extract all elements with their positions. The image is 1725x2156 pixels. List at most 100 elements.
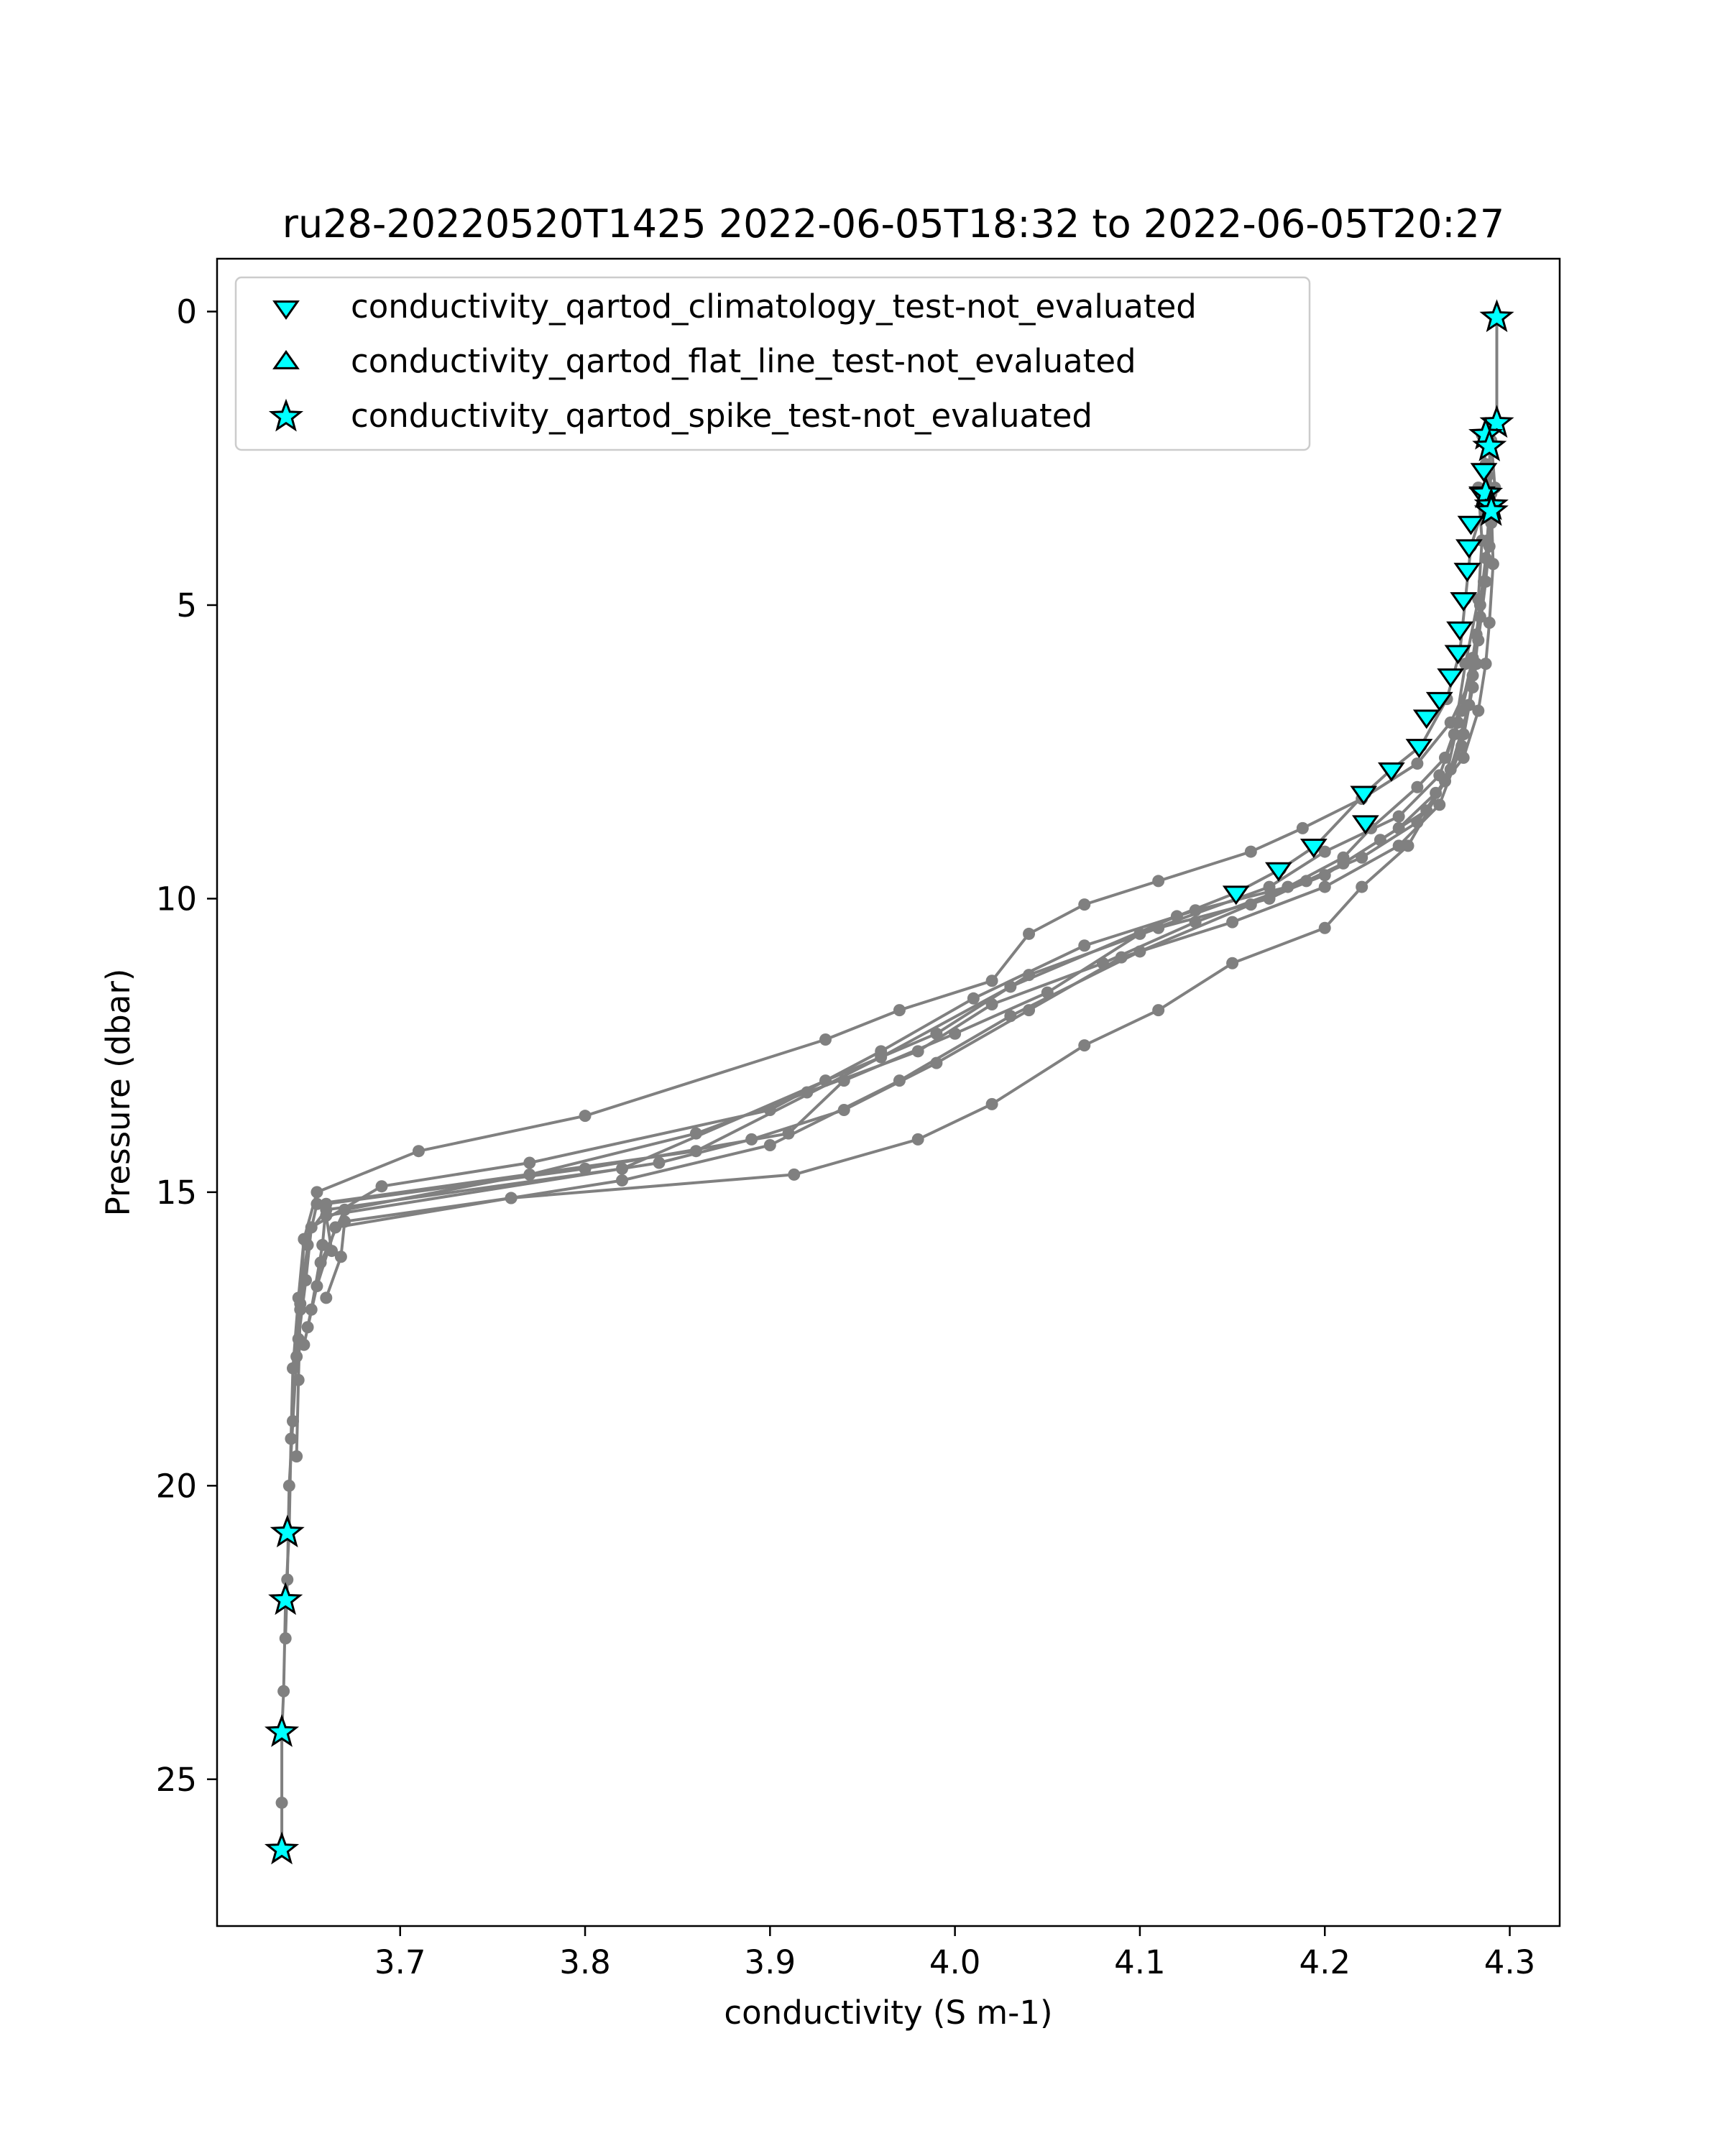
profile-point xyxy=(985,998,998,1010)
legend-label-climatology: conductivity_qartod_climatology_test-not… xyxy=(351,287,1197,326)
axes: 3.7 3.8 3.9 4.0 4.1 4.2 4.3 0 5 10 15 20 25 xyxy=(156,293,1536,1981)
profile-point xyxy=(329,1221,342,1234)
profile-point xyxy=(1318,921,1331,934)
qc-marker-triangle-down xyxy=(1470,463,1498,483)
profile-point xyxy=(745,1133,758,1146)
profile-point xyxy=(893,1004,906,1017)
qc-marker-star xyxy=(268,1582,303,1616)
legend-frame xyxy=(234,276,1311,451)
profile-point xyxy=(1472,704,1485,717)
profile-point xyxy=(967,992,980,1005)
profile-point xyxy=(1411,780,1424,793)
legend-label-flat-line: conductivity_qartod_flat_line_test-not_e… xyxy=(351,342,1136,380)
profile-point xyxy=(305,1221,318,1234)
profile-point xyxy=(837,1104,850,1117)
profile-point xyxy=(298,1338,310,1351)
profile-point xyxy=(1226,916,1239,929)
qc-marker-triangle-down xyxy=(1444,645,1472,665)
profile-point xyxy=(1356,880,1368,893)
profile-point xyxy=(1318,845,1331,858)
qc-marker-triangle-down xyxy=(1377,762,1405,782)
profile-point xyxy=(911,1133,924,1146)
profile-point xyxy=(911,1045,924,1058)
profile-point xyxy=(1451,716,1464,729)
profile-point xyxy=(1470,658,1483,671)
profile-point xyxy=(1023,1004,1036,1017)
profile-point xyxy=(310,1280,323,1293)
profile-point xyxy=(326,1245,339,1258)
profile-point xyxy=(1078,898,1091,911)
profile-point xyxy=(1263,880,1276,893)
qc-marker-triangle-down xyxy=(1405,739,1433,759)
x-tick-label: 3.9 xyxy=(745,1943,796,1981)
profile-point xyxy=(1483,616,1496,629)
plot-frame xyxy=(216,257,1561,1927)
profile-point xyxy=(1226,957,1239,969)
profile-point xyxy=(1457,728,1470,741)
qc-marker-triangle-down xyxy=(1351,815,1379,835)
profile-point xyxy=(1392,839,1405,852)
profile-point xyxy=(505,1192,518,1204)
profile-point xyxy=(1392,810,1405,823)
profile-point xyxy=(412,1145,425,1158)
x-tick-label: 4.0 xyxy=(929,1943,981,1981)
profile-point xyxy=(1411,757,1424,770)
x-tick-label: 3.7 xyxy=(374,1943,426,1981)
profile-point xyxy=(1023,927,1036,940)
y-tick-label: 20 xyxy=(156,1467,197,1505)
profile-line-5 xyxy=(310,487,1484,1310)
legend-label-spike: conductivity_qartod_spike_test-not_evalu… xyxy=(351,397,1092,435)
y-tick-label: 5 xyxy=(176,586,197,625)
legend: conductivity_qartod_climatology_test-not… xyxy=(234,276,1311,451)
profile-point xyxy=(292,1373,305,1386)
qc-marker-triangle-down xyxy=(1222,885,1250,906)
profile-point xyxy=(788,1168,801,1181)
y-tick-label: 15 xyxy=(156,1174,197,1212)
qc-marker-triangle-down xyxy=(1265,862,1292,882)
profile-point xyxy=(1374,834,1386,847)
profile-point xyxy=(523,1156,536,1169)
profile-point xyxy=(277,1685,290,1697)
profile-point xyxy=(1318,869,1331,882)
profile-point xyxy=(320,1197,333,1210)
legend-marker-star xyxy=(268,398,304,432)
x-tick-label: 4.2 xyxy=(1299,1943,1351,1981)
profile-point xyxy=(1244,845,1257,858)
y-tick-label: 25 xyxy=(156,1761,197,1799)
profile-point xyxy=(300,1273,313,1286)
profile-point xyxy=(298,1233,310,1245)
profile-point xyxy=(316,1238,329,1251)
profile-point xyxy=(579,1110,592,1123)
profile-point xyxy=(930,1056,943,1069)
x-tick-label: 3.8 xyxy=(559,1943,611,1981)
legend-markers xyxy=(268,300,304,432)
x-axis-label: conductivity (S m-1) xyxy=(724,1994,1052,2032)
profile-line-9 xyxy=(324,663,1478,1299)
plot-area xyxy=(264,299,1514,1865)
qc-marker-triangle-down xyxy=(1457,515,1485,535)
profile-point xyxy=(523,1168,536,1181)
qc-marker-star xyxy=(264,1831,300,1865)
y-tick-label: 10 xyxy=(156,880,197,918)
profile-point xyxy=(615,1174,628,1187)
profile-point xyxy=(801,1086,814,1099)
profile-point xyxy=(1115,951,1128,964)
profile-point xyxy=(290,1450,303,1462)
qc-marker-star xyxy=(1479,299,1514,333)
profile-point xyxy=(1244,898,1257,911)
legend-marker-triangle-up xyxy=(272,349,300,369)
qc-marker-triangle-down xyxy=(1412,709,1440,729)
profile-point xyxy=(1473,610,1486,623)
profile-point xyxy=(689,1127,702,1140)
qc-marker-triangle-down xyxy=(1350,786,1378,806)
legend-marker-triangle-down xyxy=(272,300,300,321)
y-axis-label: Pressure (dbar) xyxy=(99,969,137,1217)
profile-point xyxy=(579,1162,592,1175)
profile-point xyxy=(1438,775,1451,788)
profile-point xyxy=(339,1215,351,1228)
qc-marker-triangle-down xyxy=(1450,591,1478,612)
profile-line-6 xyxy=(306,511,1491,1328)
x-tick-label: 4.3 xyxy=(1484,1943,1536,1981)
